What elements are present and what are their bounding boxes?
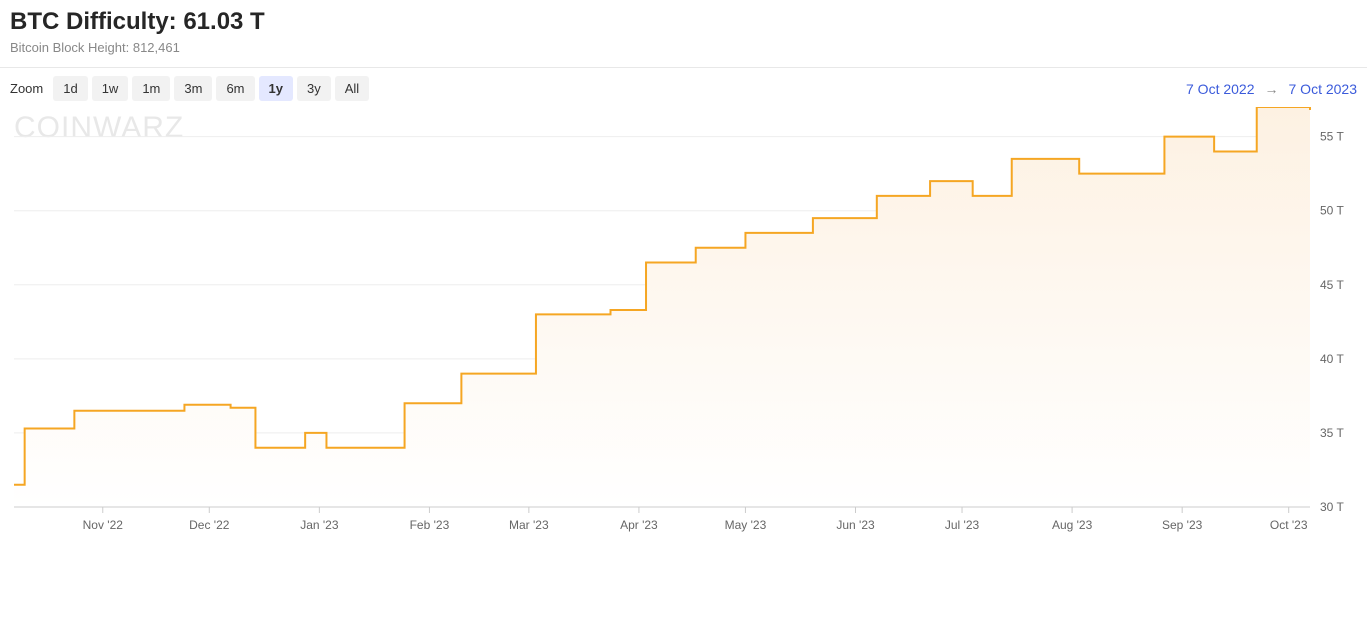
title-prefix: BTC Difficulty:: [10, 8, 183, 35]
difficulty-chart[interactable]: 30 T 35 T 40 T 45 T 50 T 55 T Nov '22 Dec '22 Ja…: [10, 107, 1357, 567]
svg-text:55 T: 55 T: [1320, 130, 1344, 144]
svg-text:Jan '23: Jan '23: [300, 518, 339, 532]
svg-text:40 T: 40 T: [1320, 352, 1344, 366]
zoom-buttons: 1d1w1m3m6m1y3yAll: [53, 76, 369, 101]
zoom-label: Zoom: [10, 81, 43, 96]
svg-text:30 T: 30 T: [1320, 500, 1344, 514]
zoom-group: Zoom 1d1w1m3m6m1y3yAll: [10, 76, 369, 101]
chart-area[interactable]: CoinWarz 30 T35 T40 T45 T50 T55 TNov '22…: [10, 107, 1357, 567]
title-value: 61.03 T: [183, 8, 264, 35]
zoom-btn-1m[interactable]: 1m: [132, 76, 170, 101]
zoom-btn-3y[interactable]: 3y: [297, 76, 331, 101]
subtitle-prefix: Bitcoin Block Height:: [10, 40, 133, 55]
svg-text:Apr '23: Apr '23: [620, 518, 658, 532]
svg-text:Mar '23: Mar '23: [509, 518, 549, 532]
svg-text:Dec '22: Dec '22: [189, 518, 230, 532]
svg-text:Aug '23: Aug '23: [1052, 518, 1093, 532]
zoom-btn-6m[interactable]: 6m: [216, 76, 254, 101]
zoom-btn-all[interactable]: All: [335, 76, 369, 101]
svg-text:50 T: 50 T: [1320, 204, 1344, 218]
svg-text:Jul '23: Jul '23: [945, 518, 980, 532]
page-subtitle: Bitcoin Block Height: 812,461: [10, 40, 1357, 55]
date-from[interactable]: 7 Oct 2022: [1186, 81, 1255, 97]
header: BTC Difficulty: 61.03 T Bitcoin Block He…: [0, 0, 1367, 68]
svg-text:Oct '23: Oct '23: [1270, 518, 1308, 532]
svg-text:May '23: May '23: [725, 518, 767, 532]
arrow-right-icon: →: [1265, 81, 1279, 97]
svg-text:35 T: 35 T: [1320, 426, 1344, 440]
page-title: BTC Difficulty: 61.03 T: [10, 8, 1357, 36]
chart-controls: Zoom 1d1w1m3m6m1y3yAll 7 Oct 2022 → 7 Oc…: [10, 76, 1357, 101]
zoom-btn-1w[interactable]: 1w: [92, 76, 129, 101]
date-to[interactable]: 7 Oct 2023: [1289, 81, 1358, 97]
svg-text:Feb '23: Feb '23: [410, 518, 450, 532]
chart-panel: Zoom 1d1w1m3m6m1y3yAll 7 Oct 2022 → 7 Oc…: [0, 68, 1367, 577]
date-range: 7 Oct 2022 → 7 Oct 2023: [1186, 81, 1357, 97]
svg-text:45 T: 45 T: [1320, 278, 1344, 292]
subtitle-value: 812,461: [133, 40, 180, 55]
svg-text:Nov '22: Nov '22: [83, 518, 124, 532]
zoom-btn-1d[interactable]: 1d: [53, 76, 87, 101]
svg-text:Sep '23: Sep '23: [1162, 518, 1203, 532]
svg-text:Jun '23: Jun '23: [836, 518, 875, 532]
zoom-btn-3m[interactable]: 3m: [174, 76, 212, 101]
zoom-btn-1y[interactable]: 1y: [259, 76, 293, 101]
